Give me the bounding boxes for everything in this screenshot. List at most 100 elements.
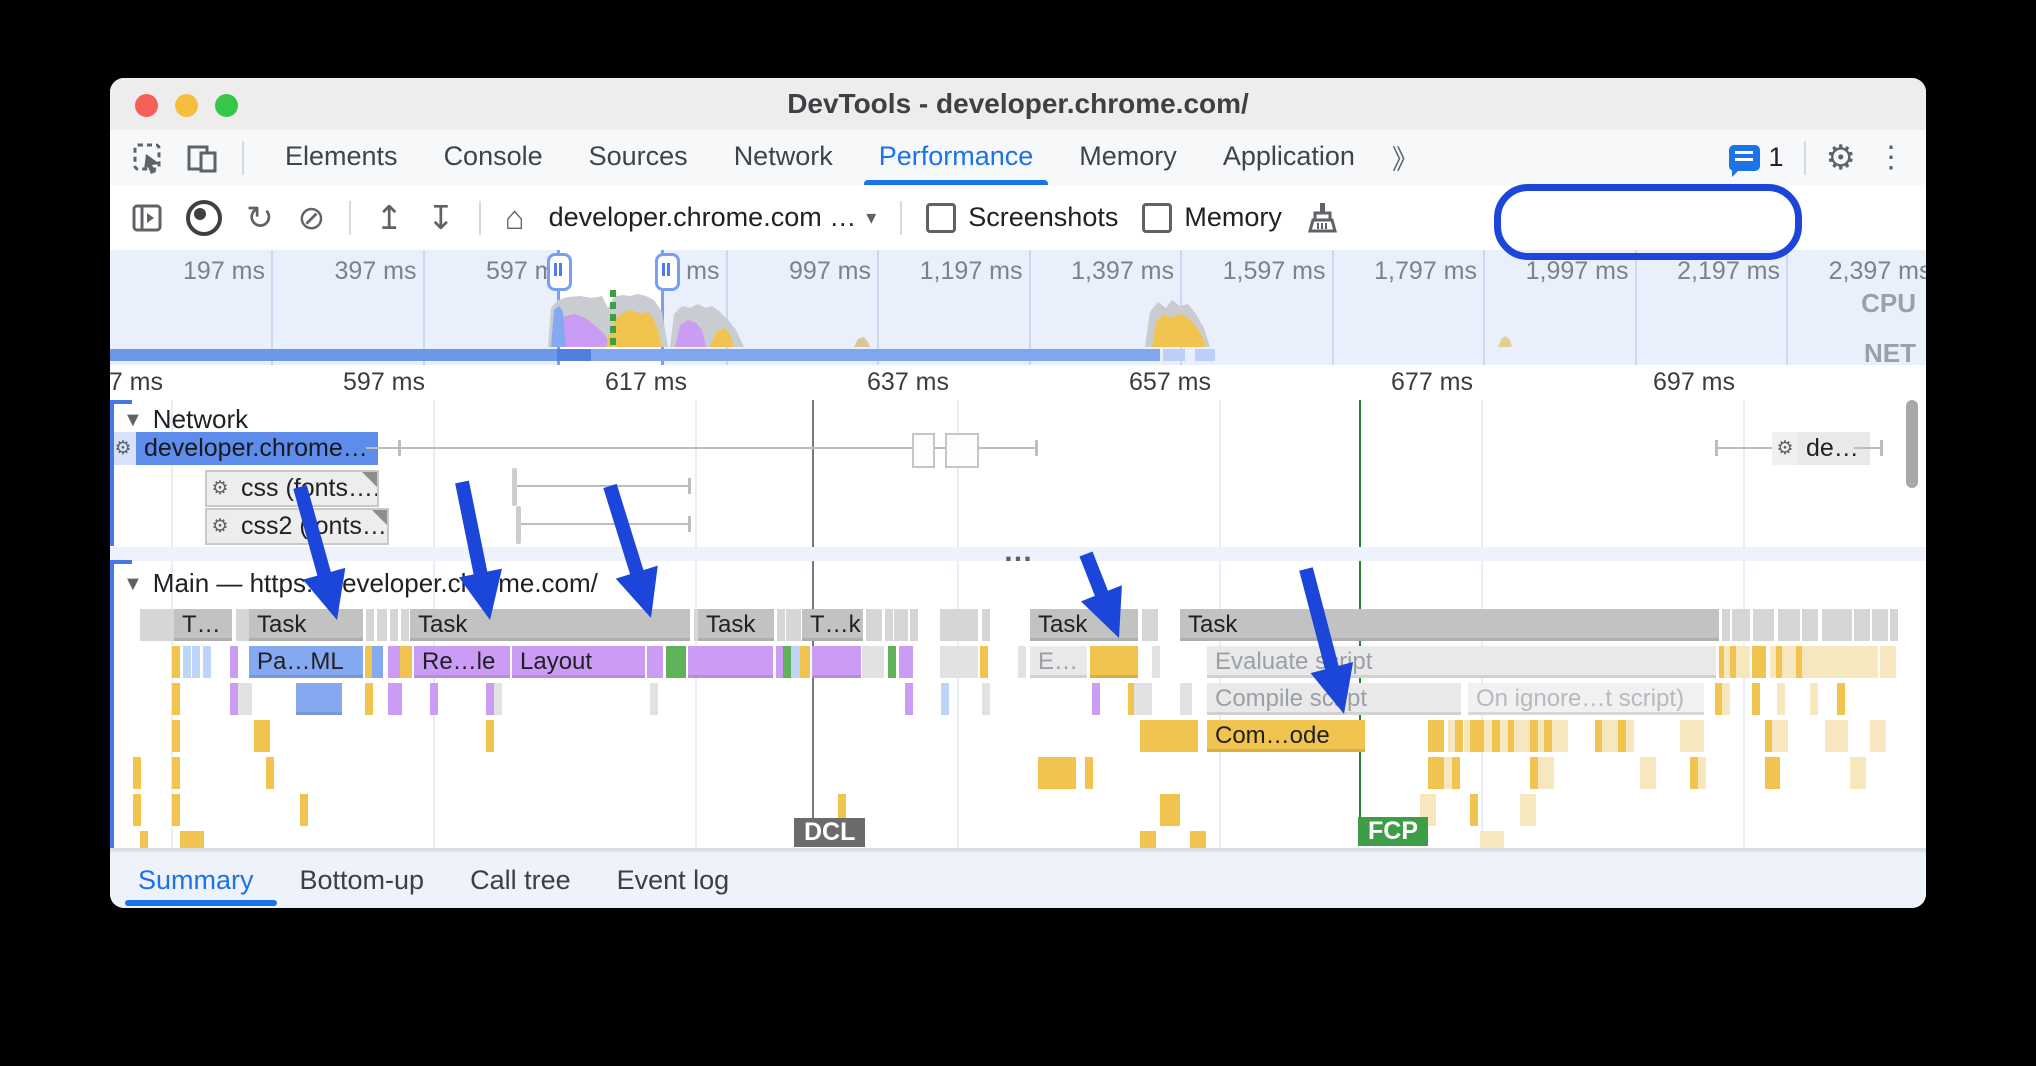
- flame-entry[interactable]: [1190, 831, 1198, 848]
- flame-entry[interactable]: [180, 831, 188, 848]
- flame-entry[interactable]: [1850, 757, 1858, 789]
- flame-entry[interactable]: [133, 757, 141, 789]
- flame-entry[interactable]: [1690, 757, 1698, 789]
- flame-entry[interactable]: [133, 794, 141, 826]
- flame-entry-layout[interactable]: Layout: [512, 646, 645, 678]
- flame-entry[interactable]: [394, 646, 402, 678]
- flame-entry[interactable]: [1160, 720, 1168, 752]
- flame-entry[interactable]: [242, 609, 250, 641]
- flame-entry[interactable]: [1180, 683, 1192, 715]
- flame-entry[interactable]: [1478, 720, 1486, 752]
- flame-entry[interactable]: [1068, 757, 1076, 789]
- flame-entry[interactable]: [1500, 720, 1508, 752]
- flame-entry[interactable]: [1168, 720, 1176, 752]
- record-button[interactable]: [186, 199, 222, 236]
- flame-entry[interactable]: [899, 646, 907, 678]
- flame-entry[interactable]: [1140, 831, 1148, 848]
- flame-entry-task[interactable]: Task: [1030, 609, 1138, 641]
- flame-entry[interactable]: [1736, 646, 1744, 678]
- tab-sources[interactable]: Sources: [588, 141, 688, 171]
- flame-entry[interactable]: [1470, 720, 1478, 752]
- collapsed-rows-ellipsis[interactable]: …: [1003, 535, 1036, 568]
- clear-recording-icon[interactable]: ⊘: [297, 199, 326, 236]
- flame-entry[interactable]: [1056, 757, 1064, 789]
- flame-entry[interactable]: [1546, 757, 1554, 789]
- flame-entry[interactable]: [192, 646, 200, 678]
- flame-entry[interactable]: [1198, 831, 1206, 848]
- flame-entry[interactable]: [172, 794, 180, 826]
- flame-entry[interactable]: [1832, 646, 1840, 678]
- flame-entry[interactable]: [262, 720, 270, 752]
- flame-entry[interactable]: [1890, 609, 1898, 641]
- flame-entry[interactable]: [1777, 683, 1785, 715]
- flame-entry[interactable]: [980, 646, 988, 678]
- flame-entry[interactable]: [1522, 720, 1530, 752]
- flame-entry[interactable]: [1640, 757, 1648, 789]
- flame-entry[interactable]: [1766, 609, 1774, 641]
- flame-entry[interactable]: [1740, 609, 1750, 641]
- flame-entry[interactable]: [1862, 609, 1870, 641]
- flame-entry[interactable]: [1146, 720, 1154, 752]
- flame-entry[interactable]: [1044, 757, 1052, 789]
- flame-entry[interactable]: [1778, 609, 1786, 641]
- flame-entry[interactable]: [1538, 757, 1546, 789]
- flame-entry[interactable]: [1182, 720, 1190, 752]
- flame-entry[interactable]: [1854, 609, 1862, 641]
- flame-entry[interactable]: [1796, 646, 1804, 678]
- flame-entry[interactable]: [1719, 646, 1727, 678]
- flame-entry[interactable]: [1090, 646, 1138, 678]
- flame-entry[interactable]: [1492, 720, 1500, 752]
- flame-entry[interactable]: [777, 609, 785, 641]
- flame-entry[interactable]: [1722, 683, 1730, 715]
- inspect-element-icon[interactable]: [132, 142, 164, 174]
- flame-entry[interactable]: [1862, 646, 1870, 678]
- flame-entry[interactable]: [1824, 646, 1832, 678]
- screenshots-checkbox[interactable]: [926, 202, 957, 233]
- flame-entry[interactable]: [1488, 831, 1496, 848]
- flame-entry[interactable]: [266, 757, 274, 789]
- flame-entry[interactable]: [1595, 720, 1603, 752]
- flame-entry[interactable]: [486, 683, 494, 715]
- flame-entry[interactable]: [1840, 720, 1848, 752]
- flame-entry[interactable]: [1870, 646, 1878, 678]
- flame-entry[interactable]: [365, 683, 373, 715]
- flame-entry-task[interactable]: Task: [410, 609, 690, 641]
- flame-entry[interactable]: [1480, 831, 1488, 848]
- flame-entry[interactable]: [1880, 609, 1888, 641]
- flame-entry[interactable]: [940, 646, 978, 678]
- flame-entry-task[interactable]: Task: [698, 609, 774, 641]
- flame-entry[interactable]: [1810, 609, 1818, 641]
- minimize-window-button[interactable]: [175, 94, 198, 117]
- tab-network[interactable]: Network: [733, 141, 833, 171]
- flame-entry[interactable]: [876, 646, 884, 678]
- flame-entry-t-[interactable]: T…: [174, 609, 232, 641]
- capture-settings-select[interactable]: developer.chrome.com … ▾: [549, 202, 877, 233]
- flame-entry[interactable]: [1742, 646, 1750, 678]
- flame-entry[interactable]: [1772, 720, 1780, 752]
- network-request-css2[interactable]: ⚙ css2 (fonts….: [205, 508, 389, 545]
- home-icon[interactable]: ⌂: [504, 199, 525, 236]
- flame-entry[interactable]: [688, 646, 773, 678]
- dcl-marker-badge[interactable]: DCL: [794, 818, 866, 847]
- flame-entry[interactable]: [254, 720, 262, 752]
- flame-entry[interactable]: [172, 757, 180, 789]
- flame-entry[interactable]: [1802, 646, 1810, 678]
- flame-entry[interactable]: [153, 609, 161, 641]
- flame-entry[interactable]: [791, 646, 799, 678]
- flame-entry[interactable]: [666, 646, 674, 678]
- flame-entry[interactable]: [430, 683, 438, 715]
- flame-entry[interactable]: [1038, 757, 1046, 789]
- toggle-sidebar-icon[interactable]: [132, 203, 162, 233]
- flame-entry[interactable]: [1560, 720, 1568, 752]
- flame-entry[interactable]: [905, 646, 913, 678]
- flame-entry[interactable]: [390, 609, 398, 641]
- flame-entry[interactable]: [1765, 720, 1773, 752]
- flame-entry[interactable]: [1520, 794, 1528, 826]
- flame-entry-com-ode[interactable]: Com…ode: [1207, 720, 1365, 752]
- flame-entry[interactable]: [1092, 683, 1100, 715]
- flame-entry[interactable]: [1444, 757, 1452, 789]
- flame-entry[interactable]: [1484, 720, 1492, 752]
- flame-entry[interactable]: [1698, 757, 1706, 789]
- flame-entry[interactable]: [388, 683, 396, 715]
